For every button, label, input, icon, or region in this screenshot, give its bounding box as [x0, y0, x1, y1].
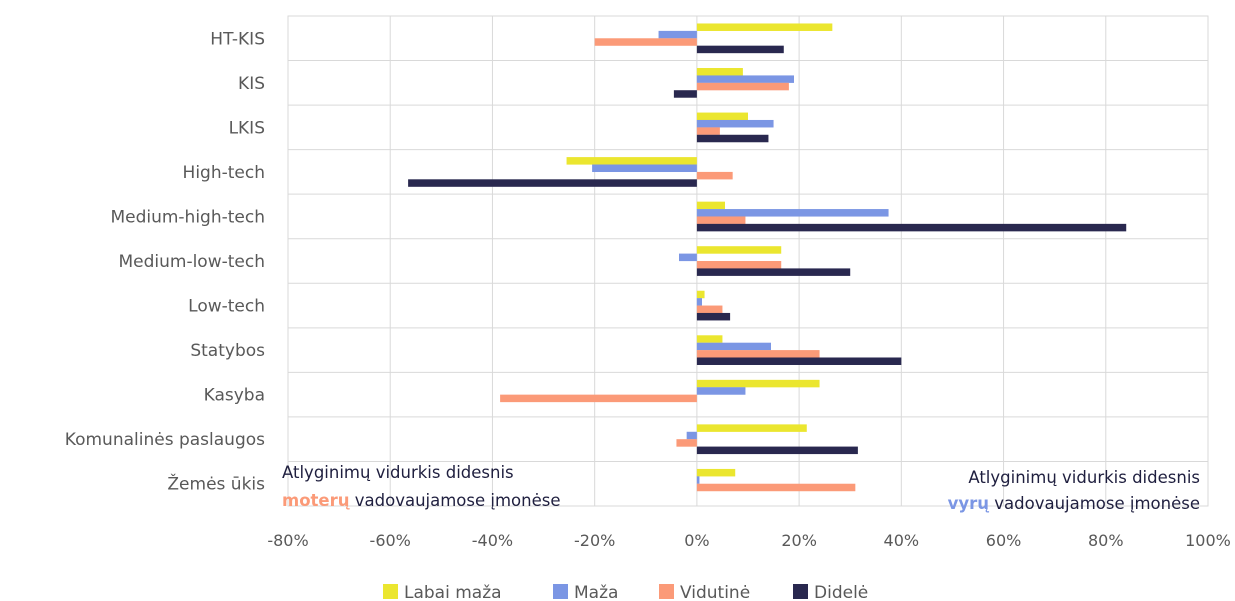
bar-lkis-maza: [696, 119, 774, 128]
bar-kis-vidutine: [696, 82, 789, 91]
bar-ht-kis-maza: [658, 30, 697, 39]
legend-item-vidutine: Vidutinė: [659, 583, 750, 601]
legend-swatch: [793, 584, 808, 599]
legend-label: Labai maža: [404, 583, 502, 601]
legend-item-labai-maza: Labai maža: [383, 583, 502, 601]
bar-statybos-labai-maza: [696, 335, 723, 343]
bar-medium-low-tech-maza: [679, 253, 697, 262]
annotation-right-highlight: vyrų: [948, 494, 990, 513]
legend-item-didele: Didelė: [793, 583, 868, 601]
x-tick-label: -60%: [370, 531, 411, 550]
bar-statybos-vidutine: [696, 350, 820, 358]
annotation-left-line1: Atlyginimų vidurkis didesnis: [282, 463, 514, 482]
bar-zemes-ukis-maza: [696, 476, 700, 484]
annotation-right: Atlyginimų vidurkis didesnis vyrų vadova…: [948, 468, 1200, 513]
legend-swatch: [553, 584, 568, 599]
bar-zemes-ukis-labai-maza: [696, 468, 736, 477]
category-label: Kasyba: [204, 386, 265, 406]
bar-ht-kis-labai-maza: [696, 23, 833, 31]
bar-lkis-didele: [696, 134, 769, 143]
bar-statybos-didele: [696, 357, 902, 365]
bar-medium-low-tech-didele: [696, 268, 851, 276]
bar-zemes-ukis-vidutine: [696, 483, 856, 492]
bar-low-tech-vidutine: [696, 305, 723, 314]
bar-medium-high-tech-maza: [696, 209, 889, 217]
bar-lkis-labai-maza: [696, 112, 748, 121]
bar-low-tech-maza: [696, 298, 702, 306]
legend: Labai maža Maža Vidutinė Didelė: [383, 583, 868, 601]
annotation-left: Atlyginimų vidurkis didesnis moterų vado…: [282, 463, 561, 510]
x-tick-labels: -80% -60% -40% -20% 0% 20% 40% 60% 80% 100%: [267, 531, 1231, 550]
bar-komunalines-paslaugos-didele: [696, 446, 858, 455]
x-tick-label: 80%: [1088, 531, 1124, 550]
annotation-left-highlight: moterų: [282, 491, 350, 510]
bars: [408, 23, 1127, 492]
bar-medium-high-tech-vidutine: [696, 216, 746, 224]
bar-lkis-vidutine: [696, 127, 720, 135]
category-label: Low-tech: [188, 297, 265, 317]
category-label: Komunalinės paslaugos: [65, 430, 265, 450]
legend-swatch: [659, 584, 674, 599]
category-label: Medium-high-tech: [110, 207, 265, 227]
bar-kasyba-vidutine: [500, 394, 697, 403]
bar-kis-labai-maza: [696, 68, 743, 76]
x-tick-label: 40%: [884, 531, 920, 550]
bar-kasyba-labai-maza: [696, 379, 820, 388]
bar-ht-kis-vidutine: [594, 38, 697, 46]
bar-medium-low-tech-labai-maza: [696, 246, 782, 254]
bar-medium-high-tech-didele: [696, 223, 1127, 232]
category-label: Medium-low-tech: [118, 252, 265, 272]
bar-komunalines-paslaugos-vidutine: [676, 439, 697, 447]
category-label: Žemės ūkis: [167, 473, 265, 495]
bar-medium-high-tech-labai-maza: [696, 201, 725, 210]
annotation-right-rest: vadovaujamose įmonėse: [989, 494, 1200, 513]
x-tick-label: 100%: [1185, 531, 1231, 550]
bar-kis-didele: [673, 90, 697, 98]
annotation-right-line2: vyrų vadovaujamose įmonėse: [948, 494, 1200, 513]
legend-swatch: [383, 584, 398, 599]
legend-label: Vidutinė: [680, 583, 750, 601]
bar-komunalines-paslaugos-maza: [686, 431, 697, 440]
grid-lines: [287, 15, 1209, 507]
bar-medium-low-tech-vidutine: [696, 261, 782, 269]
bar-high-tech-maza: [592, 164, 697, 173]
category-labels: HT-KIS KIS LKIS High-tech Medium-high-tech Me…: [65, 29, 265, 494]
x-tick-label: 0%: [684, 531, 709, 550]
category-label: HT-KIS: [210, 29, 265, 49]
bar-high-tech-didele: [408, 179, 697, 187]
x-tick-label: -20%: [574, 531, 615, 550]
bar-ht-kis-didele: [696, 45, 784, 54]
bar-kis-maza: [696, 75, 794, 83]
bar-high-tech-vidutine: [696, 171, 733, 180]
category-label: KIS: [238, 74, 265, 94]
category-label: High-tech: [183, 163, 265, 183]
bar-komunalines-paslaugos-labai-maza: [696, 424, 807, 432]
category-label: LKIS: [229, 118, 265, 138]
annotation-left-line2: moterų vadovaujamose įmonėse: [282, 491, 561, 510]
annotation-left-rest: vadovaujamose įmonėse: [350, 491, 561, 510]
x-tick-label: -40%: [472, 531, 513, 550]
category-label: Statybos: [190, 341, 265, 361]
bar-statybos-maza: [696, 342, 771, 351]
annotation-right-line1: Atlyginimų vidurkis didesnis: [968, 468, 1200, 487]
x-tick-label: 60%: [986, 531, 1022, 550]
x-tick-label: -80%: [267, 531, 308, 550]
x-tick-label: 20%: [781, 531, 817, 550]
bar-low-tech-labai-maza: [696, 290, 705, 299]
legend-label: Maža: [574, 583, 618, 601]
bar-kasyba-maza: [696, 387, 746, 395]
bar-low-tech-didele: [696, 312, 731, 321]
bar-high-tech-labai-maza: [566, 157, 697, 165]
legend-label: Didelė: [814, 583, 868, 601]
legend-item-maza: Maža: [553, 583, 618, 601]
